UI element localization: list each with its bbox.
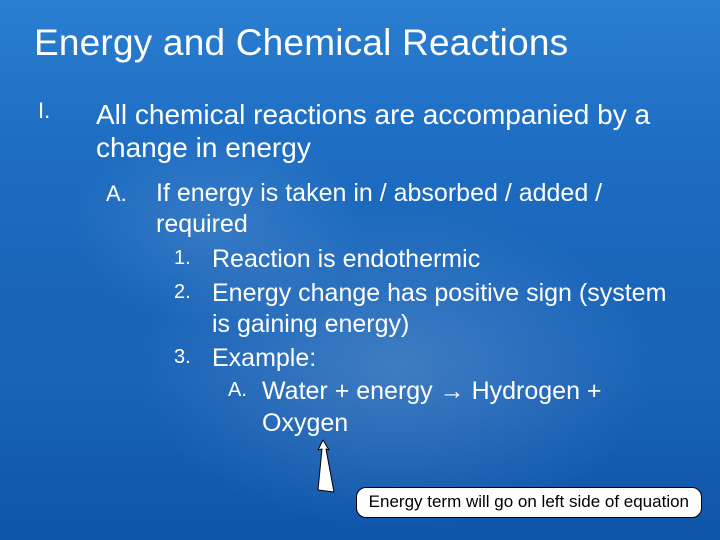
outline-level3: 3. Example: (174, 343, 686, 375)
outline-level3: 2. Energy change has positive sign (syst… (174, 278, 686, 341)
outline-text: Water + energy → Hydrogen + Oxygen (262, 376, 686, 439)
outline-level3: 1. Reaction is endothermic (174, 244, 686, 276)
outline-text: Example: (212, 343, 686, 375)
outline-marker: 2. (174, 278, 212, 306)
callout-text: Energy term will go on left side of equa… (369, 492, 689, 511)
outline-text: All chemical reactions are accompanied b… (96, 98, 686, 164)
outline-marker: A. (228, 376, 262, 404)
slide: Energy and Chemical Reactions I. All che… (0, 0, 720, 540)
outline-text: Reaction is endothermic (212, 244, 686, 276)
outline-marker: A. (106, 178, 156, 208)
outline-marker: 1. (174, 244, 212, 272)
outline-level1: I. All chemical reactions are accompanie… (38, 98, 686, 164)
callout-box: Energy term will go on left side of equa… (356, 487, 702, 518)
callout-arrow-icon (296, 438, 352, 494)
outline-text: Energy change has positive sign (system … (212, 278, 686, 341)
slide-title: Energy and Chemical Reactions (34, 22, 686, 64)
outline-marker: 3. (174, 343, 212, 371)
outline-level2: A. If energy is taken in / absorbed / ad… (106, 178, 686, 240)
outline-marker: I. (38, 98, 96, 124)
outline-level4: A. Water + energy → Hydrogen + Oxygen (228, 376, 686, 439)
outline-text: If energy is taken in / absorbed / added… (156, 178, 686, 240)
